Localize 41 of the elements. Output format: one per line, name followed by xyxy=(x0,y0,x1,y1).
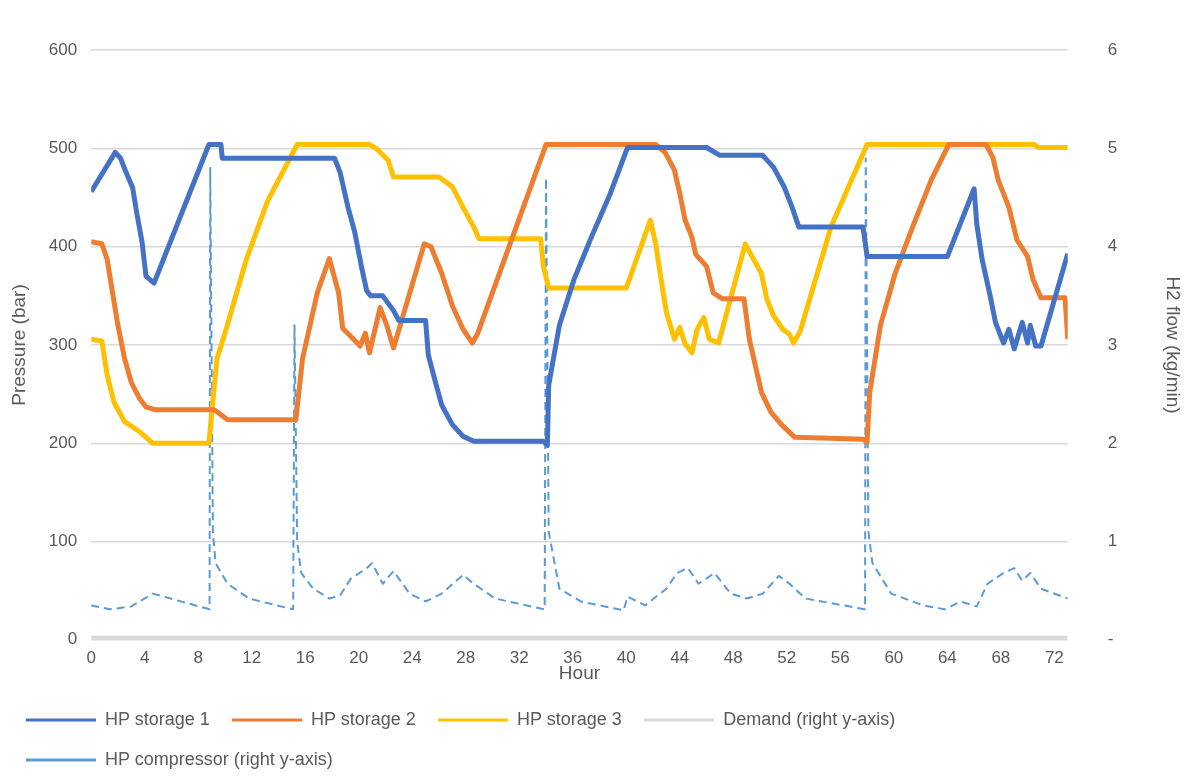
line-series xyxy=(91,157,1068,612)
y2-tick-label: - xyxy=(1107,629,1114,649)
legend-label: HP compressor (right y-axis) xyxy=(105,748,333,769)
x-tick-label: 4 xyxy=(139,647,150,667)
legend-label: HP storage 2 xyxy=(311,708,416,729)
x-tick-label: 44 xyxy=(670,647,690,667)
y2-tick-label: 1 xyxy=(1107,531,1118,551)
y2-axis-title: H2 flow (kg/min) xyxy=(1163,276,1185,414)
y2-tick-label: 4 xyxy=(1107,236,1118,256)
x-tick-label: 48 xyxy=(723,647,743,667)
y-tick-label: 500 xyxy=(48,138,78,158)
x-tick-label: 36 xyxy=(563,647,583,667)
x-tick-label: 20 xyxy=(349,647,369,667)
x-tick-label: 68 xyxy=(991,647,1011,667)
y-tick-label: 100 xyxy=(48,531,78,551)
x-tick-label: 32 xyxy=(509,647,529,667)
legend-label: HP storage 1 xyxy=(105,708,210,729)
y-axis-title: Pressure (bar) xyxy=(7,284,29,406)
x-tick-label: 56 xyxy=(830,647,850,667)
y-tick-label: 600 xyxy=(48,39,78,59)
y2-tick-label: 5 xyxy=(1107,138,1118,158)
y-tick-label: 200 xyxy=(48,432,78,452)
y-tick-label: 0 xyxy=(67,629,78,649)
legend-label: HP storage 3 xyxy=(517,708,622,729)
x-tick-label: 64 xyxy=(937,647,957,667)
y-tick-label: 300 xyxy=(48,334,78,354)
x-tick-label: 52 xyxy=(777,647,797,667)
y2-tick-label: 3 xyxy=(1107,334,1118,354)
x-tick-label: 0 xyxy=(86,647,96,667)
x-tick-label: 72 xyxy=(1044,647,1064,667)
y-tick-label: 400 xyxy=(48,236,78,256)
x-tick-label: 8 xyxy=(193,647,203,667)
x-tick-label: 40 xyxy=(616,647,636,667)
y2-tick-label: 6 xyxy=(1107,39,1118,59)
x-tick-label: 28 xyxy=(456,647,476,667)
legend-label: Demand (right y-axis) xyxy=(723,708,896,729)
x-tick-label: 60 xyxy=(884,647,904,667)
x-tick-label: 12 xyxy=(242,647,262,667)
x-tick-label: 16 xyxy=(295,647,315,667)
x-tick-label: 24 xyxy=(402,647,422,667)
y2-tick-label: 2 xyxy=(1107,432,1118,452)
